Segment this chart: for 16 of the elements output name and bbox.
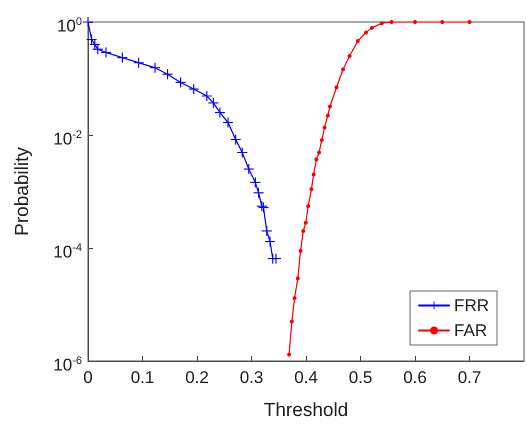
x-tick-label: 0.7 — [458, 368, 482, 387]
legend-label: FAR — [454, 321, 488, 340]
y-tick-label: 10$^{-6}$ — [53, 354, 82, 377]
y-tick-label: 10$^{-4}$ — [53, 241, 82, 264]
y-tick-label: 10$^{0}$ — [56, 15, 82, 38]
x-axis-title: Threshold — [264, 400, 348, 421]
x-tick-label: 0.3 — [240, 368, 264, 387]
x-tick-label: 0.6 — [403, 368, 427, 387]
x-tick-label: 0.2 — [185, 368, 209, 387]
y-tick-label: 10$^{-2}$ — [53, 128, 82, 151]
x-tick-label: 0.1 — [130, 368, 154, 387]
x-tick-label: 0 — [83, 368, 93, 387]
x-tick-label: 0.5 — [348, 368, 372, 387]
x-tick-label: 0.4 — [294, 368, 318, 387]
y-axis-title: Probability — [12, 146, 33, 236]
legend-label: FRR — [454, 296, 490, 315]
